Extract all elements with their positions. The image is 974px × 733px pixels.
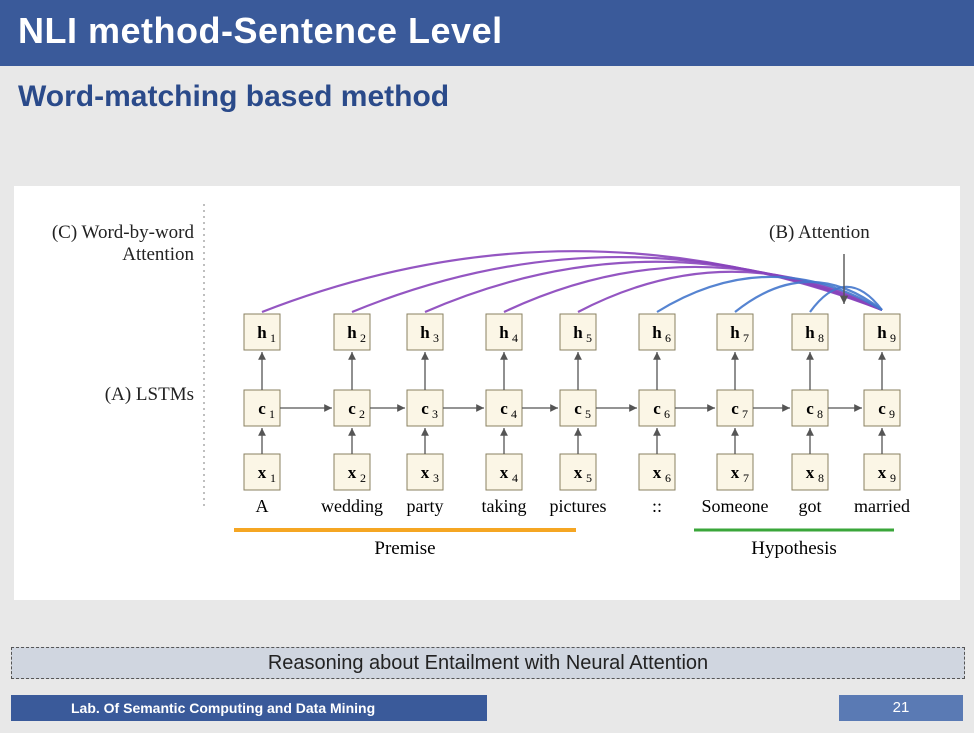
svg-text:c: c xyxy=(574,399,582,418)
svg-text:4: 4 xyxy=(511,407,517,421)
svg-text:3: 3 xyxy=(433,471,439,485)
svg-text:2: 2 xyxy=(360,471,366,485)
svg-text:5: 5 xyxy=(586,331,592,345)
svg-text:1: 1 xyxy=(269,407,275,421)
svg-text:got: got xyxy=(798,496,821,516)
svg-text:Someone: Someone xyxy=(702,496,769,516)
svg-text:9: 9 xyxy=(889,407,895,421)
slide: NLI method-Sentence Level Word-matching … xyxy=(0,0,974,733)
svg-text:7: 7 xyxy=(743,471,749,485)
diagram-svg: h1c1x1Ah2c2x2weddingh3c3x3partyh4c4x4tak… xyxy=(14,186,960,600)
svg-text:6: 6 xyxy=(665,471,671,485)
svg-text:1: 1 xyxy=(270,471,276,485)
svg-text:8: 8 xyxy=(818,471,824,485)
svg-text:x: x xyxy=(878,463,887,482)
svg-text:1: 1 xyxy=(270,331,276,345)
svg-text:pictures: pictures xyxy=(550,496,607,516)
svg-text:h: h xyxy=(257,323,267,342)
svg-text:h: h xyxy=(573,323,583,342)
svg-text:x: x xyxy=(731,463,740,482)
svg-text:taking: taking xyxy=(482,496,527,516)
svg-text:party: party xyxy=(407,496,444,516)
slide-subtitle: Word-matching based method xyxy=(0,66,974,120)
svg-text:7: 7 xyxy=(742,407,748,421)
svg-text:wedding: wedding xyxy=(321,496,383,516)
svg-text:x: x xyxy=(258,463,267,482)
svg-text:4: 4 xyxy=(512,331,518,345)
svg-text:c: c xyxy=(653,399,661,418)
svg-text:c: c xyxy=(500,399,508,418)
svg-text:2: 2 xyxy=(359,407,365,421)
svg-text:8: 8 xyxy=(817,407,823,421)
svg-text:h: h xyxy=(877,323,887,342)
svg-text:x: x xyxy=(500,463,509,482)
svg-text:::: :: xyxy=(652,496,662,516)
svg-text:9: 9 xyxy=(890,471,896,485)
svg-text:h: h xyxy=(347,323,357,342)
svg-text:4: 4 xyxy=(512,471,518,485)
svg-text:5: 5 xyxy=(586,471,592,485)
svg-text:A: A xyxy=(256,496,269,516)
svg-text:5: 5 xyxy=(585,407,591,421)
svg-text:3: 3 xyxy=(432,407,438,421)
footer-lab: Lab. Of Semantic Computing and Data Mini… xyxy=(11,695,487,721)
svg-text:h: h xyxy=(805,323,815,342)
svg-text:married: married xyxy=(854,496,910,516)
footer-caption: Reasoning about Entailment with Neural A… xyxy=(11,647,965,679)
svg-text:Hypothesis: Hypothesis xyxy=(751,538,837,559)
svg-text:7: 7 xyxy=(743,331,749,345)
footer-mid xyxy=(487,695,839,721)
svg-text:8: 8 xyxy=(818,331,824,345)
svg-text:x: x xyxy=(421,463,430,482)
svg-text:x: x xyxy=(348,463,357,482)
svg-text:c: c xyxy=(731,399,739,418)
svg-text:x: x xyxy=(574,463,583,482)
diagram-area: (C) Word-by-word Attention (A) LSTMs (B)… xyxy=(14,186,960,600)
svg-text:9: 9 xyxy=(890,331,896,345)
svg-text:6: 6 xyxy=(664,407,670,421)
svg-text:c: c xyxy=(806,399,814,418)
svg-text:c: c xyxy=(348,399,356,418)
svg-text:c: c xyxy=(878,399,886,418)
svg-text:h: h xyxy=(499,323,509,342)
svg-text:h: h xyxy=(730,323,740,342)
svg-text:h: h xyxy=(420,323,430,342)
svg-text:c: c xyxy=(421,399,429,418)
svg-text:6: 6 xyxy=(665,331,671,345)
svg-text:x: x xyxy=(653,463,662,482)
svg-text:2: 2 xyxy=(360,331,366,345)
svg-text:h: h xyxy=(652,323,662,342)
svg-text:Premise: Premise xyxy=(374,538,435,559)
slide-title: NLI method-Sentence Level xyxy=(0,0,974,66)
page-number: 21 xyxy=(839,695,963,721)
svg-text:x: x xyxy=(806,463,815,482)
svg-text:3: 3 xyxy=(433,331,439,345)
svg-text:c: c xyxy=(258,399,266,418)
